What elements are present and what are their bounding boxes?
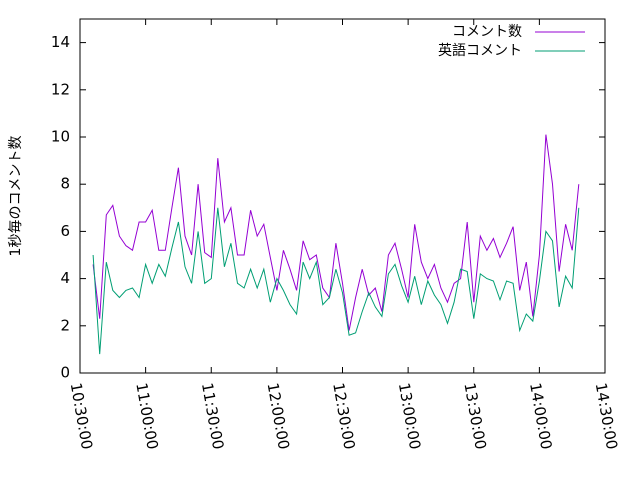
- y-tick-label: 2: [60, 316, 70, 334]
- series-line: [92, 134, 580, 331]
- legend-label: 英語コメント: [438, 42, 522, 59]
- y-tick-label: 10: [51, 128, 70, 146]
- x-tick-label: 14:00:00: [526, 381, 555, 450]
- series-line: [92, 207, 580, 355]
- y-tick-label: 0: [60, 364, 70, 382]
- x-tick-label: 12:00:00: [264, 381, 293, 450]
- y-axis-label: 1秒毎のコメント数: [8, 136, 24, 257]
- x-tick-label: 12:30:00: [329, 381, 358, 450]
- x-tick-label: 11:30:00: [198, 381, 227, 450]
- x-tick-label: 14:30:00: [592, 381, 621, 450]
- x-tick-label: 13:30:00: [460, 381, 489, 450]
- x-tick-label: 13:00:00: [395, 381, 424, 450]
- y-tick-label: 6: [60, 222, 70, 240]
- x-tick-label: 11:00:00: [132, 381, 161, 450]
- y-tick-label: 4: [60, 269, 70, 287]
- plot-frame: [79, 18, 606, 374]
- y-tick-label: 12: [51, 80, 70, 98]
- y-tick-label: 8: [60, 175, 70, 193]
- legend-label: コメント数: [452, 24, 522, 40]
- y-tick-label: 14: [51, 33, 70, 51]
- x-tick-label: 10:30:00: [67, 381, 96, 450]
